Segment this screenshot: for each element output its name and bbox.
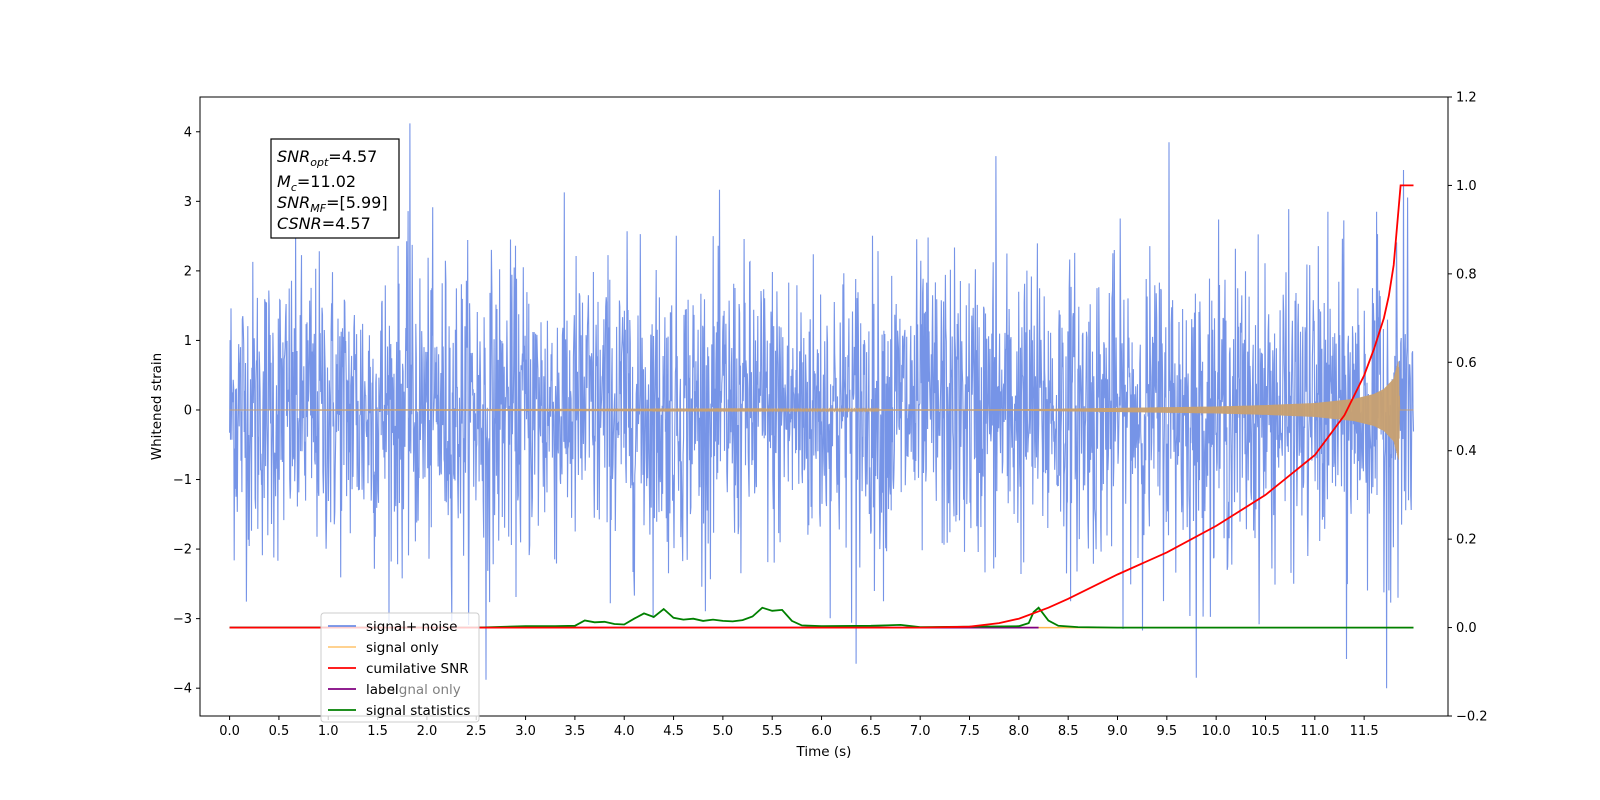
axes: 0.0 0.5 1.0 1.5 2.0 2.5 3.0 3.5 4.0 4.5 5.0 5.5 6.0 6… <box>173 91 1488 740</box>
x-tick-label: 6.5 <box>861 724 882 739</box>
annotation-symbol: SNR <box>277 147 310 166</box>
legend-entry: signal statistics <box>366 703 470 719</box>
x-tick-label: 11.5 <box>1350 724 1379 739</box>
annotation-symbol: SNR <box>277 193 310 212</box>
x-tick-label: 7.0 <box>910 724 931 739</box>
x-tick-label: 10.0 <box>1202 724 1231 739</box>
annotation-value: =4.57 <box>328 147 377 166</box>
annotation-line: SNRMF=[5.99] <box>277 193 388 215</box>
annotation-value: =4.57 <box>322 214 371 233</box>
annotation-line: SNRopt=4.57 <box>277 147 377 169</box>
y2-tick-label: 1.2 <box>1456 91 1477 106</box>
x-tick-label: 3.5 <box>565 724 586 739</box>
annotation-line: Mc=11.02 <box>277 172 356 194</box>
y2-tick-label: 0.4 <box>1456 444 1477 459</box>
x-tick-label: 0.5 <box>269 724 290 739</box>
series-signal-only-line <box>229 361 1414 460</box>
annotation-value: =11.02 <box>297 172 356 191</box>
x-tick-label: 4.0 <box>614 724 635 739</box>
annotation-value: =[5.99] <box>326 193 388 212</box>
x-tick-label: 10.5 <box>1251 724 1280 739</box>
annotation-subscript: MF <box>310 202 326 215</box>
x-tick-label: 6.0 <box>811 724 832 739</box>
y-tick-label: 3 <box>184 195 192 210</box>
legend-entry: cumilative SNR <box>366 661 469 677</box>
annotation-symbol: CSNR <box>277 214 322 233</box>
x-tick-label: 9.5 <box>1156 724 1177 739</box>
legend-entry: label <box>366 682 399 698</box>
y-tick-label: −3 <box>173 612 192 627</box>
x-tick-label: 7.5 <box>959 724 980 739</box>
legend-entry: signal+ noise <box>366 619 457 635</box>
x-tick-label: 0.0 <box>219 724 240 739</box>
y-axis-label: Whitened strain <box>149 353 165 460</box>
annotation-subscript: c <box>291 181 297 194</box>
x-tick-label: 3.0 <box>515 724 536 739</box>
x-tick-label: 11.0 <box>1300 724 1329 739</box>
x-tick-label: 5.5 <box>762 724 783 739</box>
annotation-line: CSNR=4.57 <box>277 214 371 233</box>
y-tick-label: −4 <box>173 682 192 697</box>
legend-entry-hidden: signal only <box>388 682 461 698</box>
x-tick-label: 2.0 <box>417 724 438 739</box>
y-tick-label: 0 <box>184 403 192 418</box>
y2-tick-label: −0.2 <box>1456 710 1488 725</box>
x-axis-label: Time (s) <box>796 744 852 760</box>
axes-frame <box>199 96 1449 717</box>
series-signal-noise-line <box>229 123 1415 689</box>
y-tick-label: 2 <box>184 264 192 279</box>
x-tick-label: 1.5 <box>367 724 388 739</box>
y2-tick-label: 0.6 <box>1456 356 1477 371</box>
y2-tick-label: 0.0 <box>1456 621 1477 636</box>
x-tick-label: 4.5 <box>663 724 684 739</box>
y-tick-label: 4 <box>184 125 192 140</box>
y2-tick-label: 0.8 <box>1456 267 1477 282</box>
annotation-symbol: M <box>277 172 291 191</box>
series-signal-statistics-line <box>229 606 1414 629</box>
y-tick-label: 1 <box>184 334 192 349</box>
annotation-subscript: opt <box>310 156 329 169</box>
x-tick-label: 8.0 <box>1009 724 1030 739</box>
legend-entry: signal only <box>366 640 439 656</box>
x-tick-label: 1.0 <box>318 724 339 739</box>
y2-tick-label: 1.0 <box>1456 179 1477 194</box>
annotation-frame <box>270 138 400 239</box>
y-tick-label: −1 <box>173 473 192 488</box>
x-tick-label: 5.0 <box>713 724 734 739</box>
legend: signal+ noise signal only cumilative SNR la… <box>320 612 480 723</box>
legend-frame <box>320 612 480 723</box>
x-tick-label: 2.5 <box>466 724 487 739</box>
y-tick-label: −2 <box>173 543 192 558</box>
x-tick-label: 9.0 <box>1107 724 1128 739</box>
x-tick-label: 8.5 <box>1058 724 1079 739</box>
y2-tick-label: 0.2 <box>1456 533 1477 548</box>
series-cumulative-snr-line <box>229 184 1414 629</box>
